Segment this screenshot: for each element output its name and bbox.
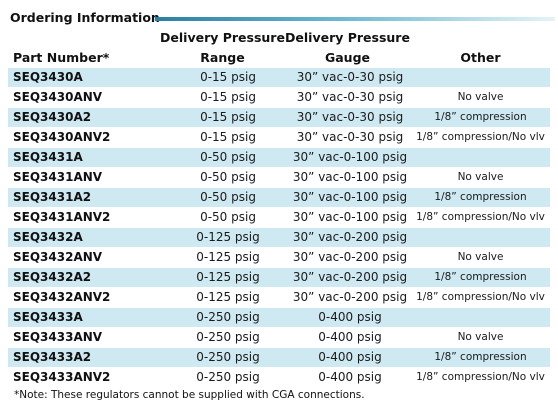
other-cell: 1/8” compression	[434, 111, 527, 123]
table-row: SEQ3433ANV2 0-250 psig 0-400 psig 1/8” comp…	[8, 368, 550, 388]
pressure-range-cell: 0-250 psig	[196, 330, 260, 344]
table-row: SEQ3430A2 0-15 psig 30” vac-0-30 psig 1/8” …	[8, 108, 550, 128]
table-body: SEQ3430A 0-15 psig 30” vac-0-30 psig SEQ343…	[8, 68, 550, 388]
gauge-cell: 30” vac-0-100 psig	[292, 150, 408, 164]
gauge-cell: 30” vac-0-30 psig	[296, 70, 404, 84]
other-cell: 1/8” compression/No vlv	[416, 211, 545, 223]
pressure-range-cell: 0-50 psig	[200, 150, 256, 164]
part-number-cell: SEQ3433ANV2	[13, 370, 111, 384]
other-cell: 1/8” compression/No vlv	[416, 291, 545, 303]
other-cell: No valve	[457, 251, 504, 263]
table-row: SEQ3430A 0-15 psig 30” vac-0-30 psig	[8, 68, 550, 88]
gauge-cell: 30” vac-0-30 psig	[296, 110, 404, 124]
part-number-cell: SEQ3432A	[13, 230, 83, 244]
part-number-cell: SEQ3431A2	[13, 190, 92, 204]
header-range-line2: Range	[200, 50, 245, 65]
table-row: SEQ3432ANV 0-125 psig 30” vac-0-200 psig No…	[8, 248, 550, 268]
table-row: SEQ3430ANV2 0-15 psig 30” vac-0-30 psig 1/8…	[8, 128, 550, 148]
gauge-cell: 30” vac-0-100 psig	[292, 170, 408, 184]
part-number-cell: SEQ3431ANV2	[13, 210, 111, 224]
table-row: SEQ3431ANV 0-50 psig 30” vac-0-100 psig No …	[8, 168, 550, 188]
footnote: *Note: These regulators cannot be suppli…	[14, 389, 365, 401]
pressure-range-cell: 0-125 psig	[196, 270, 260, 284]
part-number-cell: SEQ3433ANV	[13, 330, 103, 344]
part-number-cell: SEQ3430ANV2	[13, 130, 111, 144]
gauge-cell: 0-400 psig	[318, 330, 382, 344]
other-cell: No valve	[457, 91, 504, 103]
pressure-range-cell: 0-50 psig	[200, 170, 256, 184]
part-number-cell: SEQ3432A2	[13, 270, 92, 284]
other-cell: 1/8” compression/No vlv	[416, 131, 545, 143]
section-title: Ordering Information	[10, 10, 160, 25]
other-cell: 1/8” compression	[434, 271, 527, 283]
other-cell: 1/8” compression	[434, 351, 527, 363]
table-row: SEQ3433A 0-250 psig 0-400 psig	[8, 308, 550, 328]
pressure-range-cell: 0-250 psig	[196, 350, 260, 364]
gauge-cell: 30” vac-0-30 psig	[296, 90, 404, 104]
table-row: SEQ3433A2 0-250 psig 0-400 psig 1/8” compre…	[8, 348, 550, 368]
table-row: SEQ3431A2 0-50 psig 30” vac-0-100 psig 1/8”…	[8, 188, 550, 208]
gauge-cell: 30” vac-0-200 psig	[292, 270, 408, 284]
pressure-range-cell: 0-250 psig	[196, 310, 260, 324]
pressure-range-cell: 0-125 psig	[196, 290, 260, 304]
table-row: SEQ3431ANV2 0-50 psig 30” vac-0-100 psig 1/…	[8, 208, 550, 228]
table-row: SEQ3433ANV 0-250 psig 0-400 psig No valve	[8, 328, 550, 348]
gauge-cell: 30” vac-0-100 psig	[292, 210, 408, 224]
table-row: SEQ3431A 0-50 psig 30” vac-0-100 psig	[8, 148, 550, 168]
pressure-range-cell: 0-250 psig	[196, 370, 260, 384]
pressure-range-cell: 0-50 psig	[200, 190, 256, 204]
pressure-range-cell: 0-15 psig	[200, 130, 256, 144]
part-number-cell: SEQ3432ANV2	[13, 290, 111, 304]
gauge-cell: 0-400 psig	[318, 310, 382, 324]
part-number-cell: SEQ3433A2	[13, 350, 92, 364]
pressure-range-cell: 0-50 psig	[200, 210, 256, 224]
gauge-cell: 30” vac-0-200 psig	[292, 290, 408, 304]
table-row: SEQ3432A 0-125 psig 30” vac-0-200 psig	[8, 228, 550, 248]
header-part-number: Part Number*	[13, 50, 110, 65]
gauge-cell: 0-400 psig	[318, 350, 382, 364]
part-number-cell: SEQ3432ANV	[13, 250, 103, 264]
other-cell: 1/8” compression	[434, 191, 527, 203]
table-row: SEQ3432A2 0-125 psig 30” vac-0-200 psig 1/8…	[8, 268, 550, 288]
pressure-range-cell: 0-15 psig	[200, 70, 256, 84]
header-gauge-line1: Delivery Pressure	[285, 30, 410, 45]
pressure-range-cell: 0-125 psig	[196, 250, 260, 264]
gauge-cell: 30” vac-0-200 psig	[292, 250, 408, 264]
table-row: SEQ3432ANV2 0-125 psig 30” vac-0-200 psig 1…	[8, 288, 550, 308]
part-number-cell: SEQ3431ANV	[13, 170, 103, 184]
title-underline-bar	[155, 17, 555, 21]
other-cell: No valve	[457, 331, 504, 343]
pressure-range-cell: 0-15 psig	[200, 90, 256, 104]
pressure-range-cell: 0-125 psig	[196, 230, 260, 244]
header-other: Other	[460, 50, 501, 65]
part-number-cell: SEQ3430A	[13, 70, 83, 84]
gauge-cell: 30” vac-0-30 psig	[296, 130, 404, 144]
part-number-cell: SEQ3430ANV	[13, 90, 103, 104]
other-cell: No valve	[457, 171, 504, 183]
part-number-cell: SEQ3430A2	[13, 110, 92, 124]
table-header: Part Number* Delivery Pressure Range Del…	[0, 28, 558, 68]
pressure-range-cell: 0-15 psig	[200, 110, 256, 124]
part-number-cell: SEQ3431A	[13, 150, 83, 164]
header-range-line1: Delivery Pressure	[160, 30, 285, 45]
table-row: SEQ3430ANV 0-15 psig 30” vac-0-30 psig No v…	[8, 88, 550, 108]
gauge-cell: 30” vac-0-100 psig	[292, 190, 408, 204]
part-number-cell: SEQ3433A	[13, 310, 83, 324]
gauge-cell: 30” vac-0-200 psig	[292, 230, 408, 244]
other-cell: 1/8” compression/No vlv	[416, 371, 545, 383]
header-gauge-line2: Gauge	[324, 50, 371, 65]
gauge-cell: 0-400 psig	[318, 370, 382, 384]
